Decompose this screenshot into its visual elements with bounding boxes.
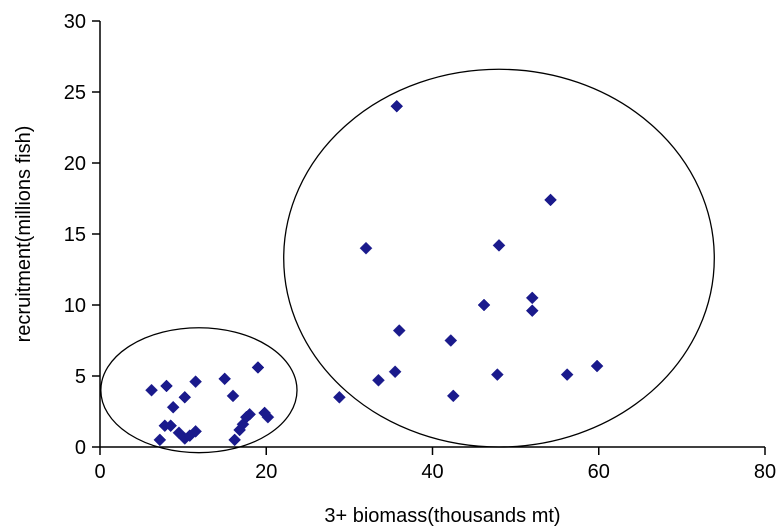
data-point [164,419,178,433]
x-tick-label: 20 [255,461,277,483]
data-point [372,373,385,387]
data-point [544,193,557,207]
y-tick-label: 5 [75,366,86,388]
data-point [166,400,180,414]
data-points [145,99,604,447]
data-point [525,291,539,305]
x-axis-ticks: 0 20 40 60 80 [94,447,776,483]
y-tick-label: 0 [75,437,86,459]
cluster-ellipse-2 [283,68,715,448]
data-point [251,361,265,374]
data-point [218,372,232,386]
data-point [359,241,373,255]
y-tick-label: 30 [64,11,86,33]
y-axis-ticks: 0 5 10 15 20 25 30 [64,11,100,459]
y-tick-label: 10 [64,295,86,317]
data-point [333,390,346,404]
x-tick-label: 40 [421,461,443,483]
data-point [446,389,460,403]
data-point [525,304,539,318]
data-point [444,334,458,347]
y-axis-title: recruitment(millions fish) [13,126,35,343]
data-point [477,298,491,312]
data-point [189,425,202,438]
data-point [243,407,256,421]
y-tick-label: 25 [64,82,86,104]
data-point [560,368,574,381]
x-tick-label: 0 [94,461,105,483]
data-point [228,433,242,447]
plot-area: 0 5 10 15 20 25 30 0 20 40 60 80 [64,11,776,483]
data-point [590,359,604,373]
annotation-ellipses [100,68,715,454]
data-point [226,389,240,403]
data-point [160,379,173,393]
data-point [178,390,192,404]
data-point [492,239,506,252]
data-point [189,375,202,389]
y-tick-label: 20 [64,153,86,175]
y-tick-label: 15 [64,224,86,246]
data-point [392,324,406,337]
x-axis-title: 3+ biomass(thousands mt) [324,505,560,527]
data-point [490,368,504,381]
cluster-ellipse-1 [100,327,298,454]
data-point [261,410,275,424]
data-point [388,365,402,379]
data-point [153,433,167,447]
x-tick-label: 60 [588,461,610,483]
data-point [145,383,158,397]
data-point [390,99,404,113]
x-tick-label: 80 [754,461,776,483]
